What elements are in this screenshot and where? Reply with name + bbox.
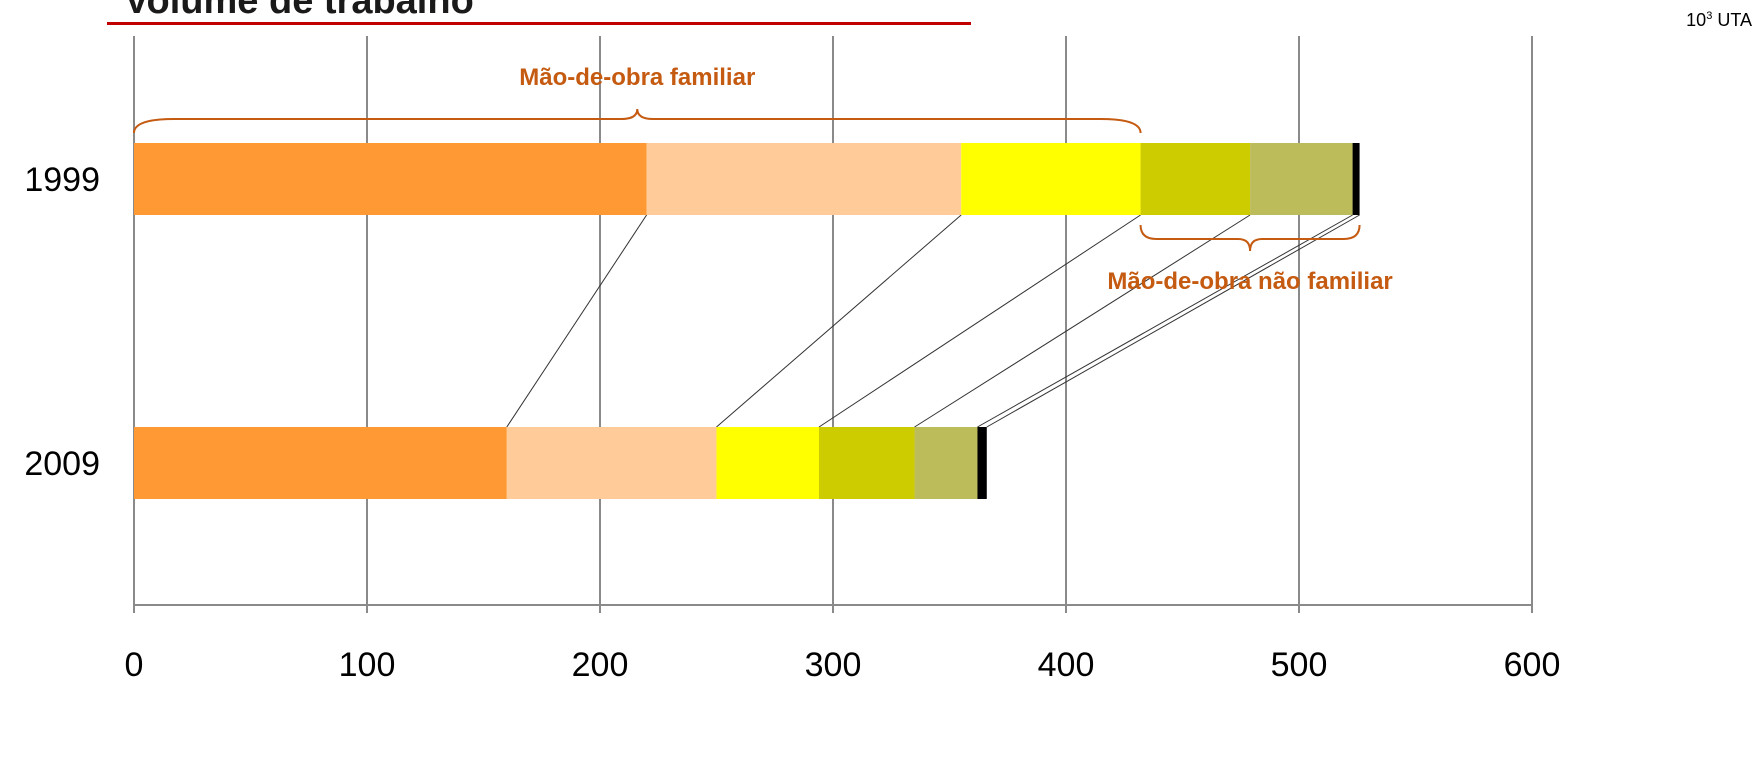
connector-line xyxy=(914,214,1251,428)
connector-line xyxy=(977,214,1353,428)
x-tick-label: 200 xyxy=(572,646,629,684)
bar-segment xyxy=(977,427,987,499)
bar-segment xyxy=(506,427,717,499)
connector-line xyxy=(716,214,962,428)
bar-segment xyxy=(716,427,820,499)
bar-segment xyxy=(819,427,915,499)
bar-segment xyxy=(134,427,507,499)
unit-text: UTA xyxy=(1717,10,1752,30)
annotation-brace xyxy=(1139,224,1361,252)
bar-segment xyxy=(914,427,978,499)
bar-segment xyxy=(961,143,1141,215)
bar-segment xyxy=(1352,143,1360,215)
bar-segment xyxy=(134,143,647,215)
x-tick-label: 400 xyxy=(1038,646,1095,684)
bar-segment xyxy=(646,143,962,215)
category-label: 2009 xyxy=(24,445,100,483)
unit-exponent: 3 xyxy=(1706,10,1713,22)
bar-segment xyxy=(1250,143,1353,215)
unit-base: 10 xyxy=(1686,10,1707,30)
category-label: 1999 xyxy=(24,161,100,199)
chart-title: Volume de trabalho xyxy=(124,0,474,22)
connector-line xyxy=(818,214,1141,428)
title-underline xyxy=(107,22,971,25)
connector-line xyxy=(506,214,648,428)
x-tick-label: 500 xyxy=(1271,646,1328,684)
x-tick-label: 600 xyxy=(1504,646,1561,684)
annotation-label: Mão-de-obra não familiar xyxy=(1107,268,1392,295)
annotation-label: Mão-de-obra familiar xyxy=(519,64,755,91)
annotation-brace xyxy=(133,108,1142,134)
bar-segment xyxy=(1140,143,1251,215)
x-tick-label: 300 xyxy=(805,646,862,684)
connector-line xyxy=(986,214,1360,428)
x-tick-label: 0 xyxy=(125,646,144,684)
unit-label: 103 UTA xyxy=(1686,10,1752,31)
x-tick-label: 100 xyxy=(339,646,396,684)
